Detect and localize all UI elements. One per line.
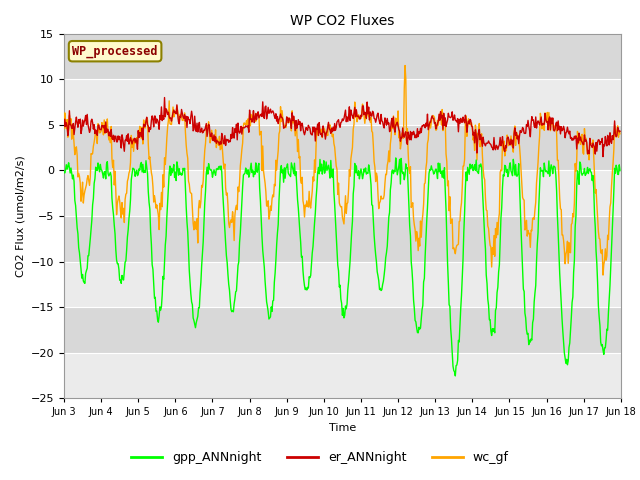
- Y-axis label: CO2 Flux (umol/m2/s): CO2 Flux (umol/m2/s): [15, 155, 25, 277]
- Bar: [64, 307, 621, 353]
- Legend: gpp_ANNnight, er_ANNnight, wc_gf: gpp_ANNnight, er_ANNnight, wc_gf: [126, 446, 514, 469]
- Bar: [64, 34, 621, 79]
- Bar: [64, 170, 621, 216]
- Title: WP CO2 Fluxes: WP CO2 Fluxes: [290, 14, 395, 28]
- Bar: [64, 125, 621, 170]
- Bar: [64, 79, 621, 125]
- Bar: [64, 353, 621, 398]
- Text: WP_processed: WP_processed: [72, 45, 158, 58]
- Bar: [64, 262, 621, 307]
- Bar: [64, 216, 621, 262]
- X-axis label: Time: Time: [329, 423, 356, 433]
